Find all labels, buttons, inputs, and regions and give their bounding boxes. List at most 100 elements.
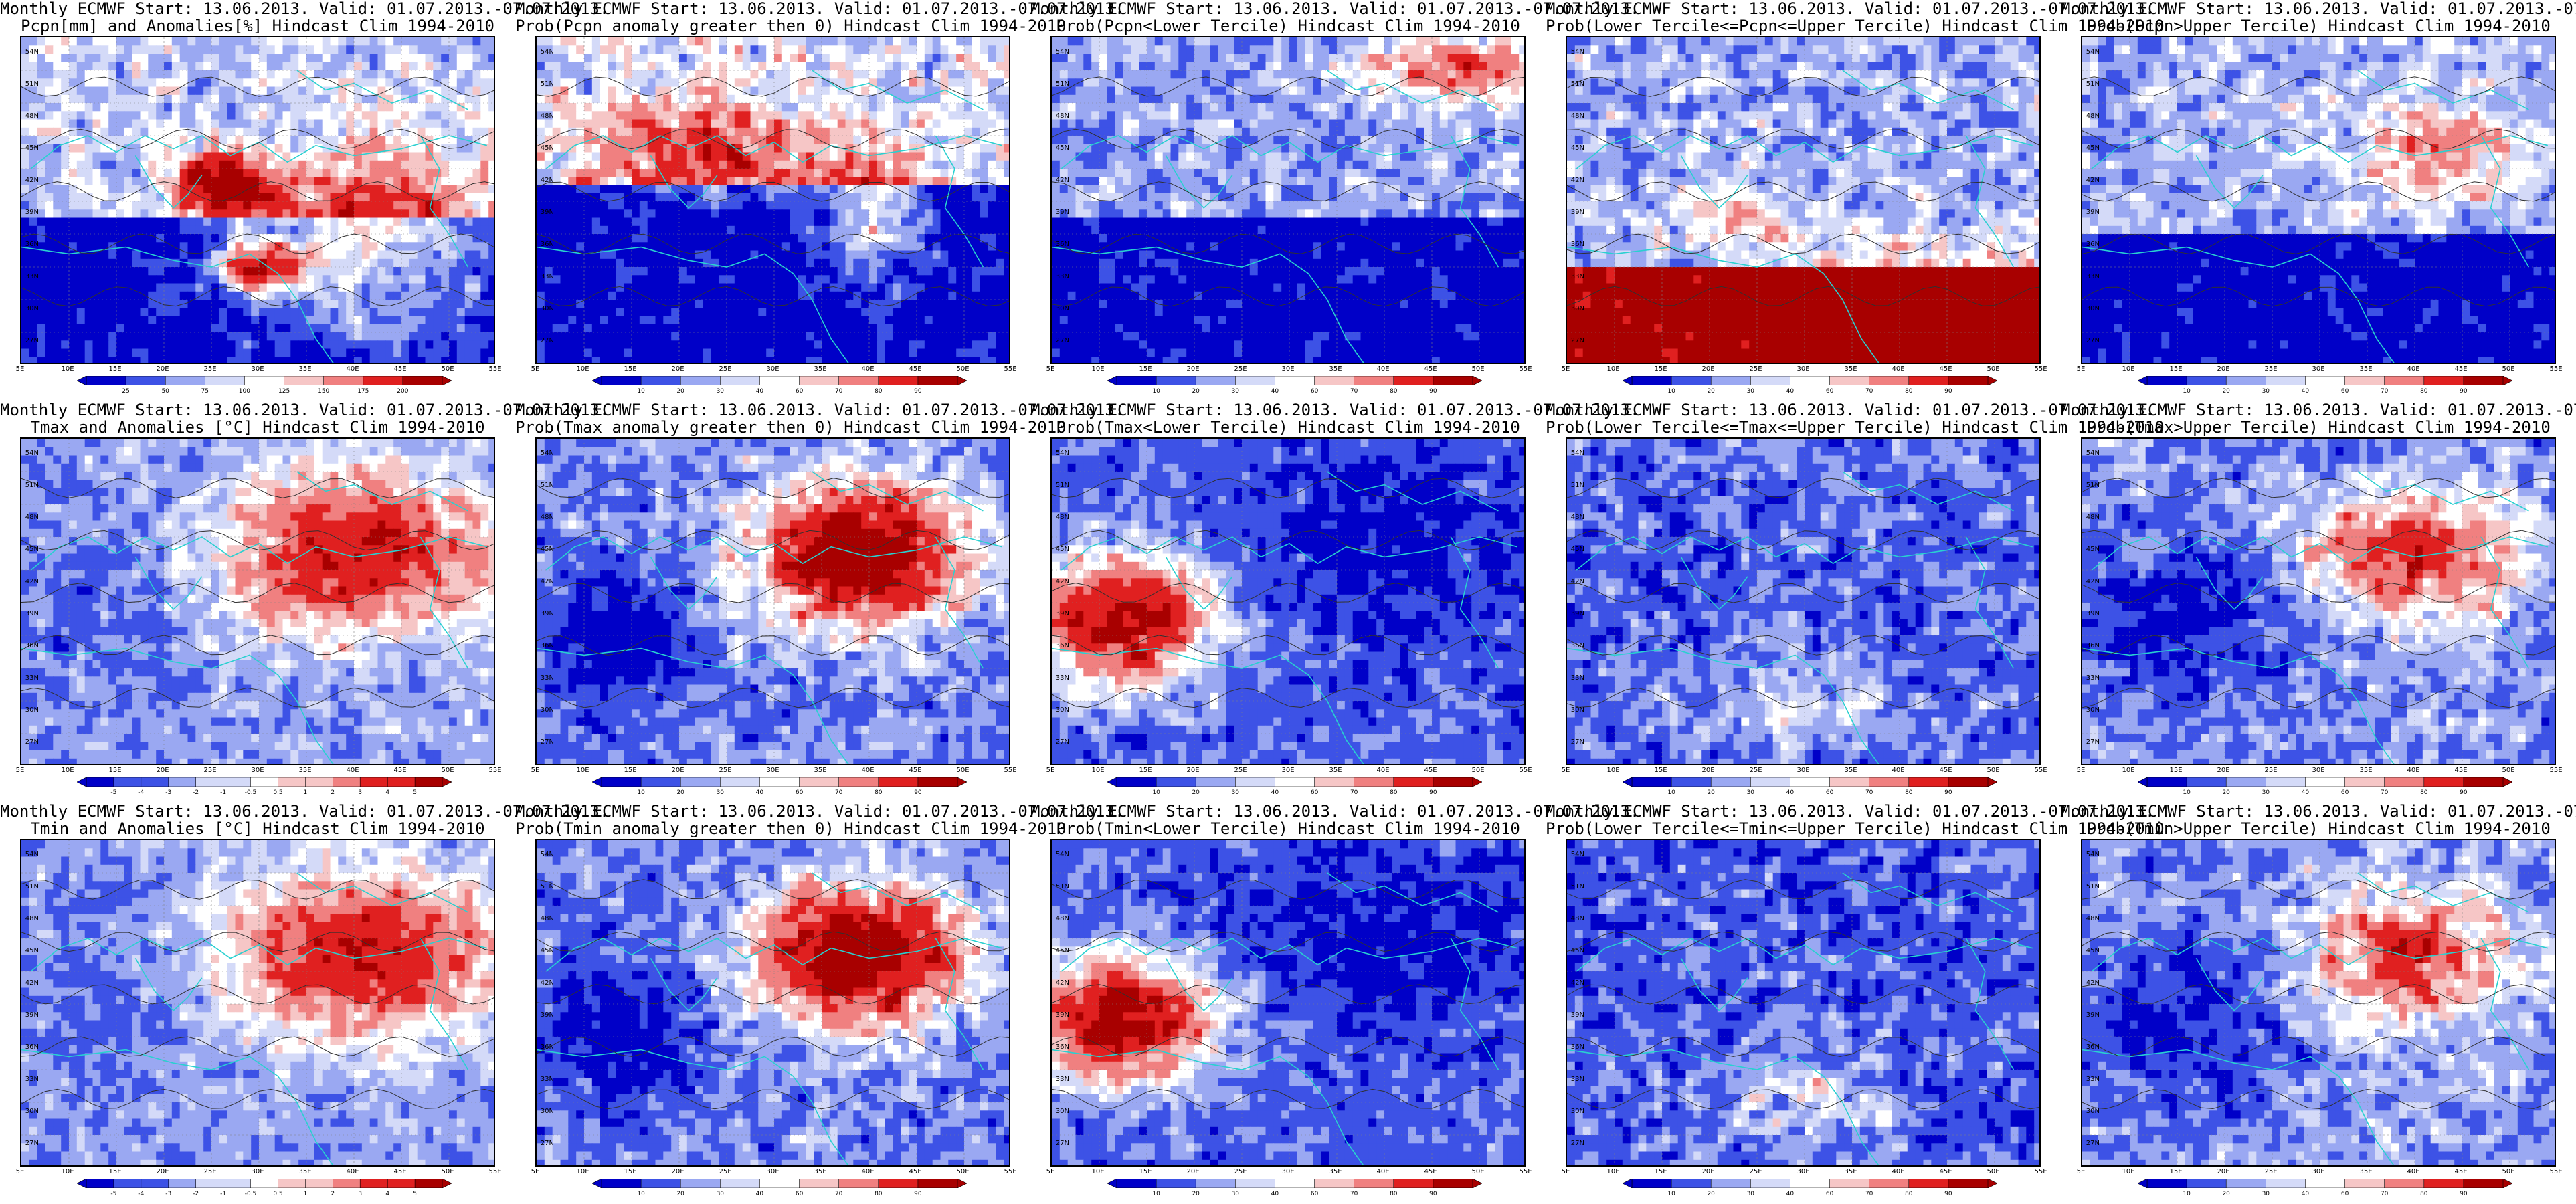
colorbar-tick-label: 20 <box>1182 789 1209 796</box>
lon-tick-label: 10E <box>1085 767 1111 774</box>
lat-tick-label: 42N <box>1053 177 1069 184</box>
lon-tick-label: 45E <box>1932 365 1959 373</box>
lat-tick-label: 30N <box>23 1108 39 1115</box>
panel-title-line1: Monthly ECMWF Start: 13.06.2013. Valid: … <box>2061 803 2576 820</box>
lat-tick-label: 33N <box>2084 273 2100 280</box>
lat-tick-label: 48N <box>1568 514 1584 521</box>
lat-tick-label: 33N <box>23 1076 39 1083</box>
panel-title-line2: Prob(Tmin>Upper Tercile) Hindcast Clim 1… <box>2061 820 2576 837</box>
colorbar-tick-label: 70 <box>1341 1191 1368 1197</box>
lon-tick-label: 5E <box>1037 1168 1064 1175</box>
colorbar-tick-label: 70 <box>1856 789 1883 796</box>
lon-tick-label: 20E <box>149 1168 176 1175</box>
map-panel-r3c2: Monthly ECMWF Start: 13.06.2013. Valid: … <box>515 803 1124 1204</box>
colorbar-tick-label: 20 <box>2213 1191 2239 1197</box>
colorbar-tick-label: 10 <box>1658 789 1685 796</box>
lat-tick-label: 30N <box>2084 305 2100 312</box>
colorbar-tick-label: 90 <box>905 1191 931 1197</box>
lon-tick-label: 20E <box>664 767 691 774</box>
colorbar-tick-label: 10 <box>628 1191 654 1197</box>
lat-tick-label: 54N <box>1568 48 1584 56</box>
colorbar-tick-label: 60 <box>786 789 813 796</box>
lat-tick-label: 42N <box>23 177 39 184</box>
lon-tick-label: 40E <box>1370 365 1396 373</box>
lon-tick-label: 35E <box>807 767 834 774</box>
colorbar-tick-label: -0.5 <box>238 1191 264 1197</box>
forecast-map <box>1050 437 1526 765</box>
lon-tick-label: 20E <box>1695 767 1722 774</box>
lat-tick-label: 48N <box>2084 514 2100 521</box>
forecast-field <box>1052 840 1524 1165</box>
lat-tick-label: 39N <box>1568 1011 1584 1019</box>
lon-tick-label: 10E <box>1600 365 1627 373</box>
panel-title-line1: Monthly ECMWF Start: 13.06.2013. Valid: … <box>1546 0 2154 17</box>
lat-tick-label: 48N <box>23 915 39 922</box>
colorbar-tick-label: -1 <box>210 789 237 796</box>
lat-tick-label: 51N <box>1053 482 1069 489</box>
lon-tick-label: 20E <box>2210 1168 2237 1175</box>
colorbar-tick-label: 30 <box>1737 388 1764 395</box>
lon-tick-label: 15E <box>102 767 128 774</box>
colorbar-tick-label: 5 <box>401 1191 428 1197</box>
lon-tick-label: 15E <box>617 365 644 373</box>
lon-tick-label: 30E <box>1275 365 1301 373</box>
lat-tick-label: 27N <box>23 1140 39 1147</box>
forecast-field <box>537 439 1009 764</box>
lon-tick-label: 10E <box>1085 1168 1111 1175</box>
panel-title-line2: Prob(Tmax>Upper Tercile) Hindcast Clim 1… <box>2061 419 2576 436</box>
colorbar-tick-label: 1 <box>292 789 318 796</box>
colorbar-tick-label: -5 <box>100 1191 127 1197</box>
lon-tick-label: 50E <box>1980 767 2007 774</box>
lat-tick-label: 27N <box>23 738 39 746</box>
forecast-map <box>535 839 1010 1167</box>
colorbar-tick-label: 70 <box>2371 388 2398 395</box>
lat-tick-label: 51N <box>2084 482 2100 489</box>
lat-tick-label: 54N <box>538 449 554 457</box>
forecast-field <box>537 37 1009 363</box>
lat-tick-label: 54N <box>1053 851 1069 858</box>
colorbar-tick-label: 10 <box>1143 789 1170 796</box>
lon-tick-label: 40E <box>1370 767 1396 774</box>
lat-tick-label: 27N <box>23 337 39 344</box>
lon-tick-label: 50E <box>1465 1168 1491 1175</box>
lat-tick-label: 39N <box>1568 610 1584 617</box>
lat-tick-label: 48N <box>538 514 554 521</box>
lon-tick-label: 15E <box>1647 365 1674 373</box>
colorbar-tick-label: 10 <box>2173 1191 2200 1197</box>
colorbar-tick-label: 150 <box>310 388 337 395</box>
lat-tick-label: 27N <box>1568 1140 1584 1147</box>
lon-tick-label: 35E <box>2353 767 2379 774</box>
forecast-field <box>1052 37 1524 363</box>
colorbar-tick-label: 80 <box>1380 388 1407 395</box>
lon-tick-label: 50E <box>1980 1168 2007 1175</box>
lon-tick-label: 10E <box>569 767 596 774</box>
lon-tick-label: 5E <box>1552 1168 1579 1175</box>
forecast-field <box>21 439 494 764</box>
lat-tick-label: 48N <box>1568 112 1584 120</box>
lat-tick-label: 42N <box>538 979 554 987</box>
lat-tick-label: 30N <box>23 706 39 714</box>
lon-tick-label: 35E <box>1837 1168 1864 1175</box>
lat-tick-label: 30N <box>23 305 39 312</box>
lat-tick-label: 39N <box>1053 1011 1069 1019</box>
lat-tick-label: 42N <box>1568 578 1584 585</box>
lon-tick-label: 50E <box>2495 365 2522 373</box>
colorbar-tick-label: 90 <box>1935 1191 1962 1197</box>
lat-tick-label: 42N <box>1568 979 1584 987</box>
lat-tick-label: 54N <box>2084 48 2100 56</box>
colorbar-tick-label: 60 <box>1817 789 1843 796</box>
colorbar-tick-label: 20 <box>1697 789 1724 796</box>
lat-tick-label: 27N <box>538 1140 554 1147</box>
lon-tick-label: 15E <box>102 365 128 373</box>
colorbar-tick-label: 90 <box>2450 1191 2477 1197</box>
lon-tick-label: 30E <box>244 365 271 373</box>
lat-tick-label: 45N <box>538 144 554 152</box>
lon-tick-label: 5E <box>7 767 33 774</box>
lon-tick-label: 50E <box>1465 767 1491 774</box>
lat-tick-label: 45N <box>1053 546 1069 553</box>
lon-tick-label: 5E <box>2067 365 2094 373</box>
lat-tick-label: 39N <box>23 209 39 216</box>
colorbar-tick-label: 40 <box>2292 1191 2318 1197</box>
colorbar-tick-label: 0.5 <box>265 1191 292 1197</box>
lon-tick-label: 30E <box>759 1168 786 1175</box>
